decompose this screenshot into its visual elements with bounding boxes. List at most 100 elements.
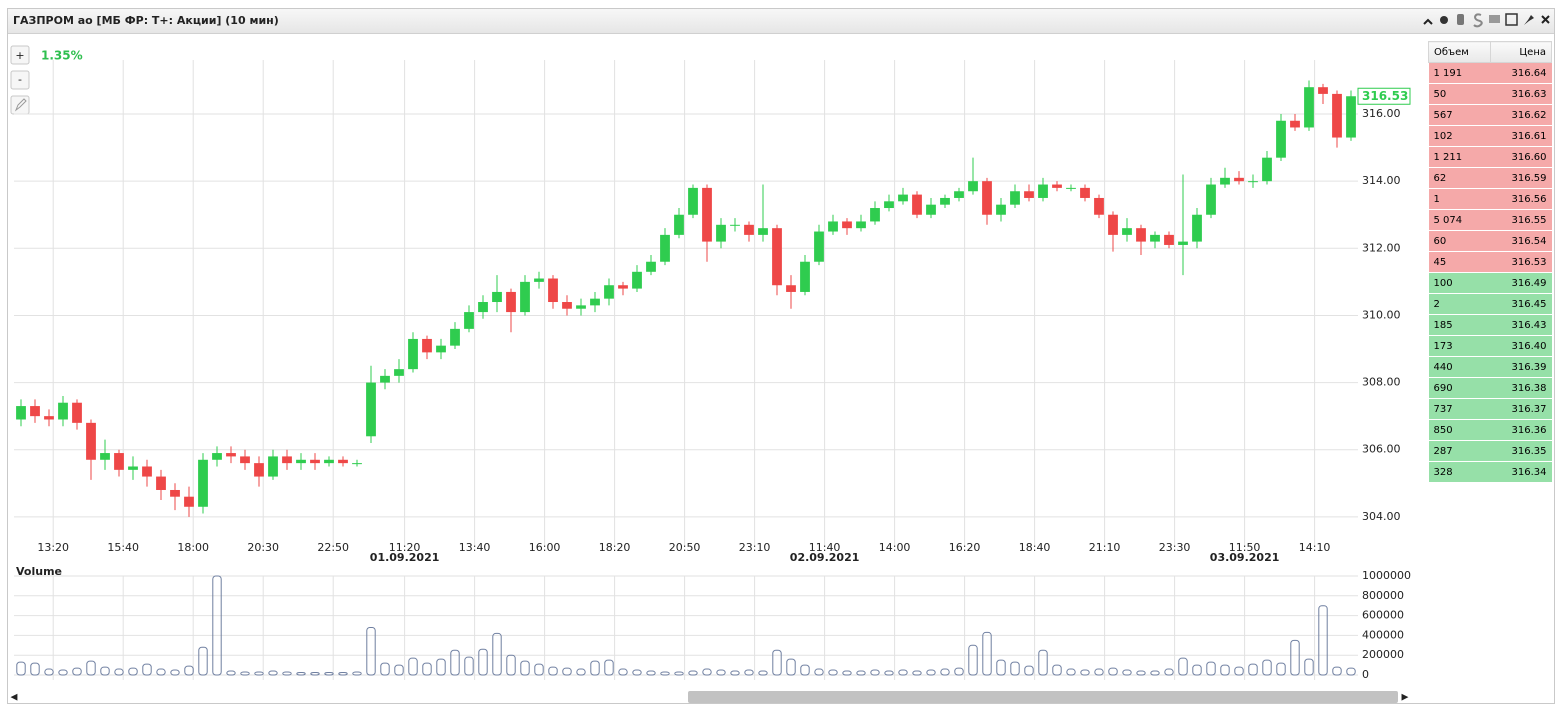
price-cell: 316.60 xyxy=(1490,146,1552,168)
volume-bar xyxy=(1150,670,1160,676)
candle-body xyxy=(562,302,572,309)
candle-body xyxy=(884,201,894,209)
candle-body xyxy=(954,191,964,198)
bid-row: 440 316.39 xyxy=(1428,356,1552,378)
volume-bar xyxy=(30,662,40,676)
zoom-out-button[interactable] xyxy=(10,70,30,90)
volume-bar xyxy=(1052,664,1062,676)
volume-bar xyxy=(1332,666,1342,676)
volume-cell: 62 xyxy=(1428,167,1491,189)
candle-body xyxy=(618,285,628,289)
volume-bar xyxy=(408,657,418,676)
x-tick-label: 14:00 xyxy=(879,541,911,554)
volume-bar xyxy=(72,667,82,676)
volume-bar xyxy=(996,659,1006,676)
price-cell: 316.36 xyxy=(1490,419,1552,441)
scrollbar-thumb[interactable] xyxy=(688,691,1398,703)
volume-bar xyxy=(44,668,54,676)
volume-bar xyxy=(534,663,544,676)
candle-body xyxy=(16,406,26,420)
volume-bar xyxy=(464,656,474,676)
s-icon[interactable] xyxy=(1473,13,1483,28)
volume-cell: 2 xyxy=(1428,293,1491,315)
bid-row: 173 316.40 xyxy=(1428,335,1552,357)
candle-body xyxy=(212,453,222,460)
volume-bar xyxy=(422,662,432,676)
volume-cell: 567 xyxy=(1428,104,1491,126)
hand-icon[interactable] xyxy=(1457,14,1464,25)
volume-bar xyxy=(758,670,768,676)
candle-body xyxy=(1276,120,1286,158)
scroll-left[interactable]: ◀ xyxy=(11,693,18,703)
candle-body xyxy=(1164,234,1174,245)
bid-row: 737 316.37 xyxy=(1428,398,1552,420)
window-icon[interactable] xyxy=(1505,13,1518,26)
volume-bar xyxy=(1234,666,1244,676)
x-tick-label: 23:10 xyxy=(739,541,771,554)
zoom-in-label[interactable]: + xyxy=(15,49,24,62)
volume-bar xyxy=(1164,668,1174,676)
volume-bar xyxy=(814,668,824,676)
volume-cell: 690 xyxy=(1428,377,1491,399)
volume-bar xyxy=(1318,605,1328,676)
y-tick-label: 800000 xyxy=(1362,589,1404,602)
candle-body xyxy=(1178,241,1188,245)
draw-button[interactable] xyxy=(10,95,30,115)
volume-bar xyxy=(1262,659,1272,676)
volume-bar xyxy=(842,670,852,676)
settings-icon[interactable] xyxy=(1440,16,1448,24)
volume-bar xyxy=(1276,662,1286,676)
close-icon[interactable] xyxy=(1541,15,1550,24)
x-tick-label: 18:00 xyxy=(177,541,209,554)
y-tick-label: 316.00 xyxy=(1362,107,1401,120)
volume-bar xyxy=(16,661,26,676)
chart-window: ГАЗПРОМ ао [МБ ФР: Т+: Акции] (10 мин) xyxy=(7,8,1555,704)
x-tick-label: 11:40 xyxy=(809,541,841,554)
candle-body xyxy=(870,208,880,222)
candle-body xyxy=(1080,187,1090,198)
volume-bar xyxy=(730,670,740,676)
toolbar[interactable] xyxy=(1423,13,1550,28)
candle-body xyxy=(1248,181,1258,183)
candle-body xyxy=(1220,177,1230,185)
x-date-label: 02.09.2021 xyxy=(790,551,860,564)
volume-bar xyxy=(1024,665,1034,676)
volume-bar xyxy=(884,670,894,676)
volume-bar xyxy=(268,670,278,676)
volume-bar xyxy=(1108,667,1118,676)
volume-bar xyxy=(716,669,726,676)
candle-body xyxy=(100,453,110,460)
x-tick-label: 11:20 xyxy=(389,541,421,554)
candle-body xyxy=(86,422,96,460)
volume-bar xyxy=(1206,661,1216,676)
volume-bar xyxy=(310,672,320,676)
volume-bar xyxy=(366,626,376,676)
volume-bar xyxy=(856,670,866,676)
zoom-out-label[interactable]: - xyxy=(18,73,22,86)
pin-icon[interactable] xyxy=(1524,15,1534,25)
candle-body xyxy=(324,459,334,464)
volume-bar xyxy=(982,631,992,676)
volume-bar xyxy=(576,668,586,676)
scroll-right[interactable]: ▶ xyxy=(1402,693,1409,703)
x-date-label: 03.09.2021 xyxy=(1210,551,1280,564)
ask-row: 45 316.53 xyxy=(1428,251,1552,273)
volume-bar xyxy=(1290,639,1300,676)
y-tick-label: 304.00 xyxy=(1362,510,1401,523)
candle-body xyxy=(408,338,418,370)
volume-bar xyxy=(282,671,292,676)
collapse-icon[interactable] xyxy=(1423,18,1433,25)
candle-body xyxy=(1234,177,1244,182)
price-cell: 316.64 xyxy=(1490,62,1552,84)
bid-row: 690 316.38 xyxy=(1428,377,1552,399)
volume-cell: 5 074 xyxy=(1428,209,1491,231)
candle-body xyxy=(478,302,488,313)
ask-row: 60 316.54 xyxy=(1428,230,1552,252)
volume-bar xyxy=(562,667,572,676)
sync-icon[interactable] xyxy=(1489,15,1500,23)
price-cell: 316.38 xyxy=(1490,377,1552,399)
x-tick-label: 18:20 xyxy=(599,541,631,554)
candle-body xyxy=(912,194,922,215)
volume-bar xyxy=(86,660,96,676)
zoom-in-button[interactable] xyxy=(10,45,30,65)
